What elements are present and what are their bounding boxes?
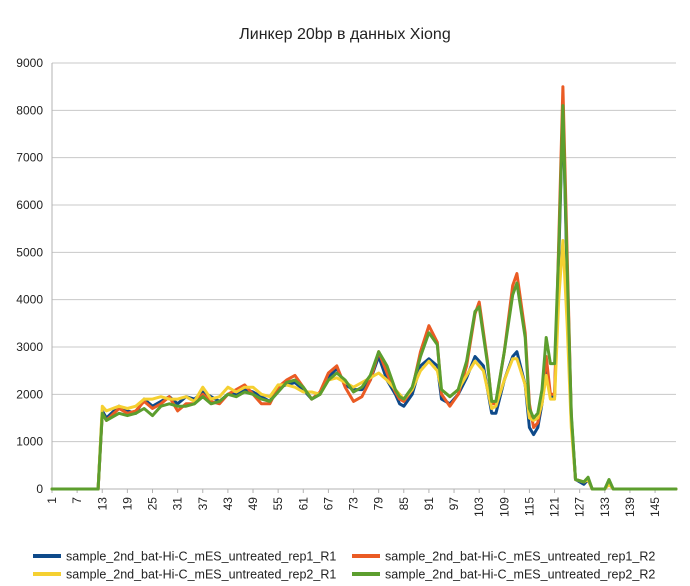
y-tick-label: 0	[36, 482, 43, 496]
x-tick-label: 67	[321, 497, 335, 511]
legend-item: sample_2nd_bat-Hi-C_mES_untreated_rep2_R…	[352, 568, 655, 582]
x-tick-label: 121	[548, 497, 562, 517]
y-tick-label: 9000	[16, 56, 43, 70]
y-tick-label: 8000	[16, 103, 43, 117]
series-line-4	[50, 104, 678, 491]
legend-label: sample_2nd_bat-Hi-C_mES_untreated_rep1_R…	[385, 550, 655, 564]
y-tick-label: 4000	[16, 293, 43, 307]
chart-title: Линкер 20bp в данных Xiong	[239, 26, 450, 43]
x-tick-label: 79	[372, 497, 386, 511]
x-tick-label: 13	[95, 497, 109, 511]
legend-label: sample_2nd_bat-Hi-C_mES_untreated_rep2_R…	[385, 568, 655, 582]
x-tick-label: 55	[271, 497, 285, 511]
legend: sample_2nd_bat-Hi-C_mES_untreated_rep1_R…	[33, 550, 655, 582]
x-tick-label: 127	[573, 497, 587, 517]
series-lines	[50, 85, 678, 491]
y-tick-label: 2000	[16, 387, 43, 401]
x-tick-label: 7	[70, 497, 84, 504]
x-tick-label: 31	[171, 497, 185, 511]
legend-item: sample_2nd_bat-Hi-C_mES_untreated_rep2_R…	[33, 568, 336, 582]
x-tick-label: 97	[447, 497, 461, 511]
y-tick-label: 1000	[16, 435, 43, 449]
axes: 0 1000 2000 3000 4000 5000 6000 7000 8000 9000 1 7 1…	[16, 56, 676, 517]
x-tick-label: 85	[397, 497, 411, 511]
x-tick-label: 25	[146, 497, 160, 511]
x-tick-label: 19	[120, 497, 134, 511]
x-tick-label: 145	[648, 497, 662, 517]
x-tick-label: 49	[246, 497, 260, 511]
x-tick-label: 61	[296, 497, 310, 511]
y-tick-label: 3000	[16, 340, 43, 354]
y-tick-label: 6000	[16, 198, 43, 212]
x-tick-label: 103	[472, 497, 486, 517]
x-tick-label: 37	[196, 497, 210, 511]
x-tick-label: 91	[422, 497, 436, 511]
y-tick-label: 7000	[16, 151, 43, 165]
legend-label: sample_2nd_bat-Hi-C_mES_untreated_rep2_R…	[66, 568, 336, 582]
x-tick-label: 109	[497, 497, 511, 517]
legend-item: sample_2nd_bat-Hi-C_mES_untreated_rep1_R…	[352, 550, 655, 564]
x-tick-label: 1	[45, 497, 59, 504]
x-tick-label: 43	[221, 497, 235, 511]
y-tick-label: 5000	[16, 245, 43, 259]
x-tick-label: 73	[347, 497, 361, 511]
legend-item: sample_2nd_bat-Hi-C_mES_untreated_rep1_R…	[33, 550, 336, 564]
x-tick-label: 139	[623, 497, 637, 517]
legend-label: sample_2nd_bat-Hi-C_mES_untreated_rep1_R…	[66, 550, 336, 564]
x-tick-label: 133	[598, 497, 612, 517]
x-tick-label: 115	[522, 497, 536, 516]
